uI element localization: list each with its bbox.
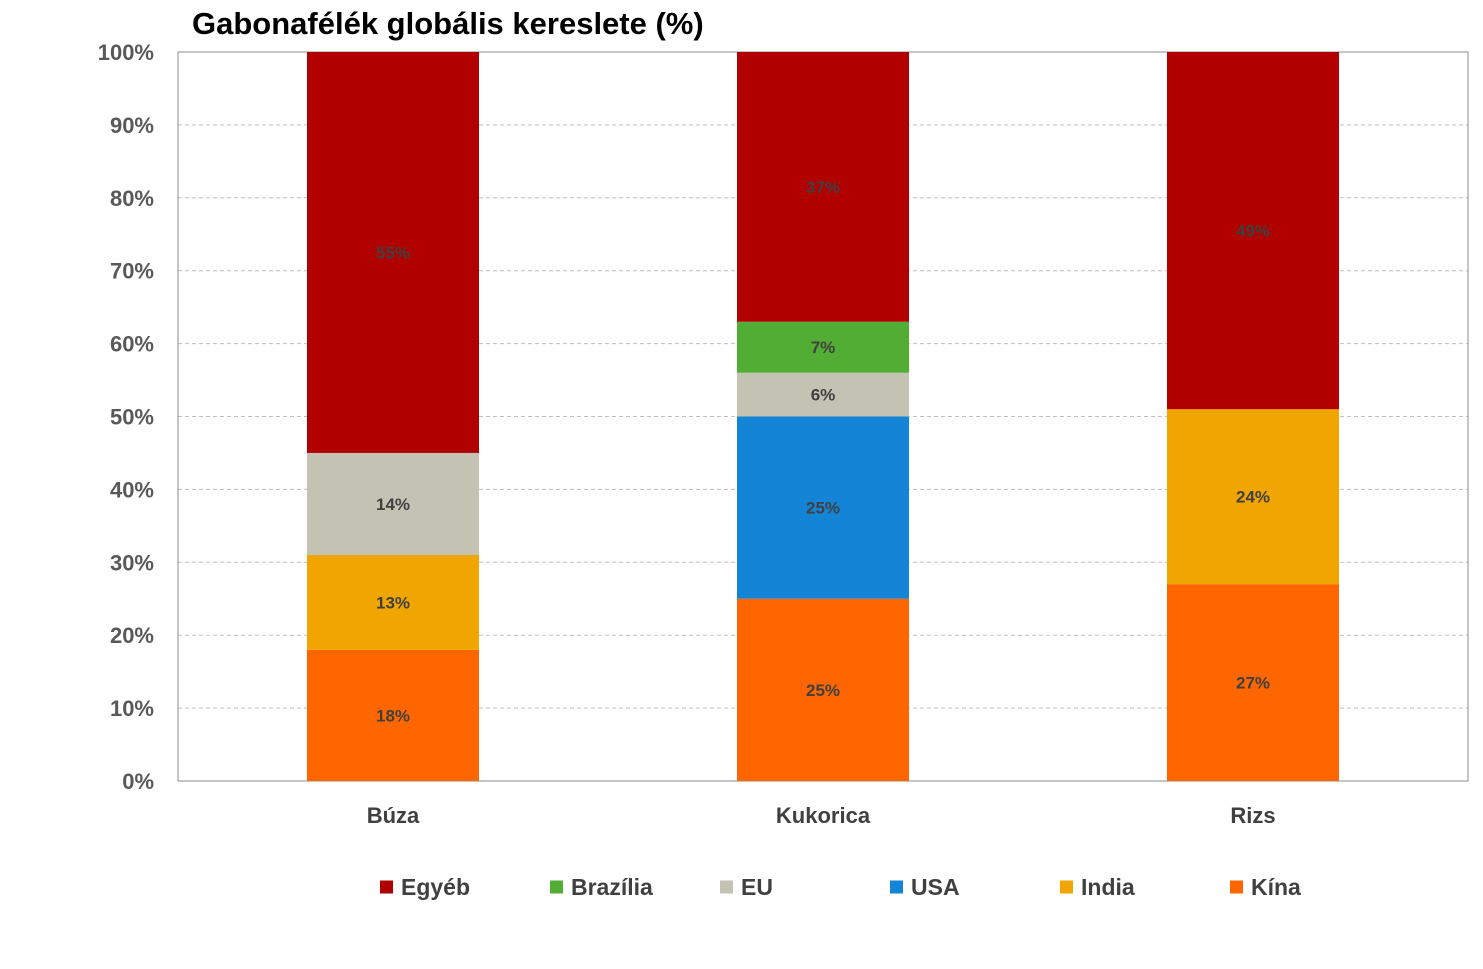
- data-label: 13%: [376, 593, 410, 612]
- bar-kina-kukorica: [737, 598, 909, 781]
- bar-india-buza: [307, 555, 479, 650]
- y-tick-label: 60%: [110, 332, 154, 357]
- y-tick-label: 80%: [110, 186, 154, 211]
- data-label: 27%: [1236, 674, 1270, 693]
- y-tick-label: 0%: [122, 769, 154, 794]
- bar-egyeb-rizs: [1167, 52, 1339, 410]
- bar-india-rizs: [1167, 409, 1339, 585]
- legend-swatch-kina: [1230, 880, 1243, 894]
- legend-label-usa: USA: [911, 874, 960, 900]
- legend-swatch-eu: [720, 880, 733, 894]
- data-label: 49%: [1236, 222, 1270, 241]
- y-tick-label: 90%: [110, 113, 154, 138]
- legend: Egyéb Brazília EU USA India Kína: [380, 874, 1301, 900]
- data-labels: 18% 13% 14% 55% 25% 25% 6% 7% 37% 27% 24% 49%: [376, 178, 1270, 726]
- bar-usa-kukorica: [737, 416, 909, 599]
- data-label: 14%: [376, 495, 410, 514]
- x-axis-tick-labels: Búza Kukorica Rizs: [367, 803, 1276, 828]
- bar-eu-buza: [307, 452, 479, 556]
- y-tick-label: 100%: [98, 40, 154, 65]
- data-label: 6%: [811, 386, 836, 405]
- legend-swatch-usa: [890, 880, 903, 894]
- data-label: 18%: [376, 706, 410, 725]
- y-tick-label: 10%: [110, 696, 154, 721]
- y-tick-label: 50%: [110, 405, 154, 430]
- legend-swatch-egyeb: [380, 880, 393, 894]
- legend-label-egyeb: Egyéb: [401, 874, 470, 900]
- chart-title: Gabonafélék globális kereslete (%): [192, 6, 704, 41]
- y-tick-label: 70%: [110, 259, 154, 284]
- x-tick-label: Rizs: [1230, 803, 1275, 828]
- legend-label-kina: Kína: [1251, 874, 1301, 900]
- data-label: 7%: [811, 338, 836, 357]
- bar-kina-rizs: [1167, 584, 1339, 781]
- legend-label-india: India: [1081, 874, 1135, 900]
- legend-label-eu: EU: [741, 874, 773, 900]
- x-tick-label: Búza: [367, 803, 420, 828]
- y-axis-tick-labels: 0% 10% 20% 30% 40% 50% 60% 70% 80% 90% 100%: [98, 40, 154, 794]
- legend-swatch-india: [1060, 880, 1073, 894]
- data-label: 37%: [806, 178, 840, 197]
- legend-swatch-brazilia: [550, 880, 563, 894]
- data-label: 25%: [806, 681, 840, 700]
- bar-brazilia-kukorica: [737, 321, 909, 373]
- y-tick-label: 30%: [110, 550, 154, 575]
- data-label: 25%: [806, 499, 840, 518]
- data-label: 55%: [376, 243, 410, 262]
- bar-egyeb-kukorica: [737, 52, 909, 322]
- bar-segments: [307, 52, 1339, 781]
- y-tick-label: 40%: [110, 477, 154, 502]
- data-label: 24%: [1236, 488, 1270, 507]
- legend-label-brazilia: Brazília: [571, 874, 653, 900]
- bar-egyeb-buza: [307, 52, 479, 453]
- bar-eu-kukorica: [737, 372, 909, 417]
- bar-kina-buza: [307, 649, 479, 781]
- y-tick-label: 20%: [110, 623, 154, 648]
- x-tick-label: Kukorica: [776, 803, 871, 828]
